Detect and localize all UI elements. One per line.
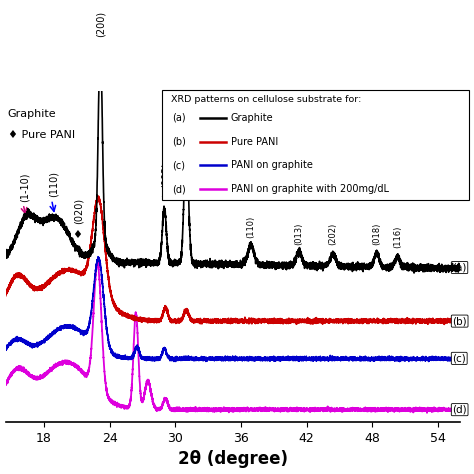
Text: (110): (110) xyxy=(246,216,255,238)
Text: ♦ Pure PANI: ♦ Pure PANI xyxy=(8,130,75,140)
Text: (200): (200) xyxy=(95,11,105,37)
Text: (a): (a) xyxy=(452,263,467,273)
Text: (a): (a) xyxy=(173,113,186,123)
Text: (b): (b) xyxy=(173,137,186,146)
Text: ♦: ♦ xyxy=(160,191,169,202)
Text: Graphite: Graphite xyxy=(230,113,273,123)
Text: PANI on graphite with 200mg/dL: PANI on graphite with 200mg/dL xyxy=(230,184,389,194)
FancyBboxPatch shape xyxy=(162,90,469,201)
Text: PANI on graphite: PANI on graphite xyxy=(230,160,312,170)
Text: (c): (c) xyxy=(173,160,185,170)
Text: (018): (018) xyxy=(372,222,381,245)
Text: ♦: ♦ xyxy=(72,230,82,240)
Text: (b): (b) xyxy=(452,316,467,326)
X-axis label: 2θ (degree): 2θ (degree) xyxy=(178,450,288,468)
Text: (013): (013) xyxy=(294,223,303,246)
Text: (020): (020) xyxy=(74,198,84,224)
Text: (202): (202) xyxy=(328,223,337,246)
Text: Graphite: Graphite xyxy=(8,109,56,119)
Text: (1-10): (1-10) xyxy=(20,172,30,201)
Text: (002): (002) xyxy=(160,162,171,188)
Text: (104): (104) xyxy=(181,114,191,140)
Text: (110): (110) xyxy=(49,171,59,197)
Text: XRD patterns on cellulose substrate for:: XRD patterns on cellulose substrate for: xyxy=(172,94,362,103)
Text: Pure PANI: Pure PANI xyxy=(230,137,278,146)
Text: (d): (d) xyxy=(173,184,186,194)
Text: (116): (116) xyxy=(393,225,402,248)
Text: (d): (d) xyxy=(452,405,467,415)
Text: (c): (c) xyxy=(452,353,466,364)
